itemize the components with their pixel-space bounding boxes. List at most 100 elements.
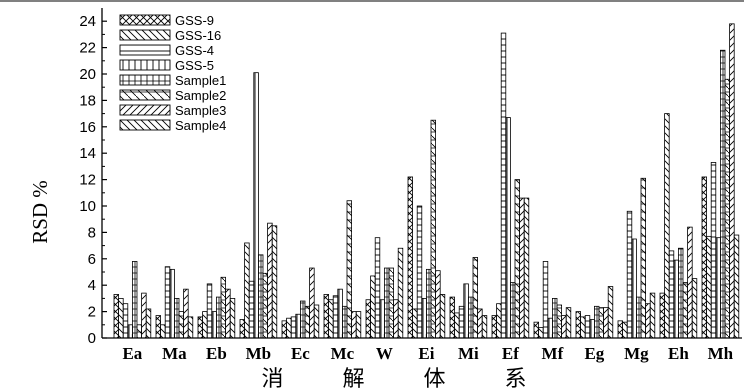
y-axis-label: RSD % xyxy=(28,180,52,244)
bar-ei-gss-4 xyxy=(416,205,423,339)
bar-eg-gss-16 xyxy=(580,316,586,339)
legend-item-sample1: Sample1 xyxy=(119,73,226,88)
bar-eg-sample4 xyxy=(607,286,614,339)
bar-ec-gss-9 xyxy=(281,320,287,339)
bar-mc-gss-16 xyxy=(328,299,334,339)
y-tick-label: 4 xyxy=(88,277,96,294)
bar-w-sample2 xyxy=(388,267,394,339)
legend-swatch xyxy=(119,89,171,101)
y-tick-label: 14 xyxy=(79,145,96,162)
bar-mi-sample3 xyxy=(477,308,483,339)
bar-eb-gss-9 xyxy=(197,316,203,339)
x-ticks: Ea Ma Eb Mb Ec Mc W Ei Mi Ef Mf Eg Mg Eh Mh xyxy=(122,334,734,363)
x-tick-label: Ma xyxy=(162,344,187,363)
bar-mf-gss-4 xyxy=(542,261,549,339)
bar-mg-sample1 xyxy=(636,296,642,339)
bar-eb-gss-5 xyxy=(211,311,217,339)
bar-w-gss-9 xyxy=(365,299,371,339)
bar-mg-sample4 xyxy=(649,292,656,339)
x-tick-label: Eg xyxy=(584,344,604,363)
bar-ea-gss-4 xyxy=(122,303,129,339)
legend-label: GSS-16 xyxy=(175,28,221,43)
legend-label: GSS-5 xyxy=(175,58,214,73)
legend-item-sample2: Sample2 xyxy=(119,88,226,103)
bar-mf-gss-9 xyxy=(533,321,539,339)
bar-ef-gss-9 xyxy=(491,315,497,339)
bar-mb-gss-5 xyxy=(253,72,259,339)
bar-mh-sample4 xyxy=(733,234,740,339)
x-tick-label: Ea xyxy=(122,344,142,363)
legend-label: Sample2 xyxy=(175,88,226,103)
bar-mh-gss-5 xyxy=(715,237,721,339)
legend-swatch xyxy=(119,14,171,26)
x-tick-label: Eb xyxy=(206,344,227,363)
legend-label: Sample4 xyxy=(175,118,226,133)
bar-ma-sample1 xyxy=(173,297,180,339)
bar-mf-sample3 xyxy=(561,315,567,339)
bar-mb-sample3 xyxy=(267,222,273,339)
bar-ea-sample3 xyxy=(141,292,147,339)
x-tick-label: Eh xyxy=(668,344,689,363)
legend-item-sample4: Sample4 xyxy=(119,118,226,133)
bar-eh-gss-5 xyxy=(673,259,679,339)
bar-eb-gss-16 xyxy=(202,311,208,339)
bar-mg-sample2 xyxy=(640,177,646,339)
bar-ma-gss-5 xyxy=(169,268,175,339)
bar-mh-gss-4 xyxy=(710,162,717,339)
bar-mh-sample3 xyxy=(729,23,735,339)
bar-ea-gss-9 xyxy=(113,294,119,339)
bar-mi-gss-4 xyxy=(458,305,465,339)
x-tick-label: Ec xyxy=(291,344,310,363)
legend-label: GSS-4 xyxy=(175,43,214,58)
x-tick-label: Ei xyxy=(418,344,434,363)
bar-mb-gss-16 xyxy=(244,242,250,339)
bar-ma-gss-16 xyxy=(160,324,166,339)
y-tick-label: 10 xyxy=(79,198,96,215)
bar-w-sample3 xyxy=(393,299,399,339)
y-tick-label: 18 xyxy=(79,92,96,109)
bar-mb-sample2 xyxy=(262,272,268,339)
bar-mh-gss-16 xyxy=(706,235,712,339)
legend-swatch xyxy=(119,104,171,116)
bar-mh-gss-9 xyxy=(701,176,707,339)
legend-label: Sample3 xyxy=(175,103,226,118)
bar-ei-gss-9 xyxy=(407,176,413,339)
x-axis-label: 消 解 体 系 xyxy=(262,367,553,392)
legend-swatch xyxy=(119,74,171,86)
bar-ef-gss-4 xyxy=(500,32,507,339)
x-tick-label: Mi xyxy=(458,344,479,363)
legend-item-gss-16: GSS-16 xyxy=(119,28,221,43)
y-tick-label: 8 xyxy=(88,224,96,241)
bar-mc-sample2 xyxy=(346,200,352,339)
bar-ma-gss-4 xyxy=(164,266,171,339)
bar-ef-gss-16 xyxy=(496,303,502,339)
y-tick-label: 12 xyxy=(79,172,96,189)
bar-mb-gss-9 xyxy=(239,319,245,339)
bar-eh-sample3 xyxy=(687,226,693,339)
bar-eh-sample2 xyxy=(682,282,688,339)
bar-eb-sample3 xyxy=(225,288,231,339)
bar-ei-sample4 xyxy=(439,294,446,339)
bar-mf-sample2 xyxy=(556,304,562,339)
bar-ei-gss-5 xyxy=(421,297,427,339)
bar-eg-sample1 xyxy=(594,305,600,339)
x-tick-label: Ef xyxy=(502,344,519,363)
bar-eb-gss-4 xyxy=(206,283,213,339)
y-tick-label: 20 xyxy=(79,66,96,83)
bar-w-gss-5 xyxy=(379,299,385,339)
bar-eh-gss-4 xyxy=(668,250,675,339)
bar-mg-gss-9 xyxy=(617,320,623,339)
bar-ef-sample3 xyxy=(519,197,525,339)
bar-ec-gss-4 xyxy=(290,316,297,339)
y-tick-label: 6 xyxy=(88,251,96,268)
bar-ma-gss-9 xyxy=(155,315,161,339)
bar-mi-gss-5 xyxy=(463,283,469,339)
bar-mb-gss-4 xyxy=(248,280,255,339)
bar-mb-sample1 xyxy=(257,254,264,339)
bar-ec-sample4 xyxy=(313,304,320,339)
bar-mi-sample1 xyxy=(467,296,474,339)
bar-mc-gss-5 xyxy=(337,288,343,339)
bar-w-gss-4 xyxy=(374,237,381,339)
